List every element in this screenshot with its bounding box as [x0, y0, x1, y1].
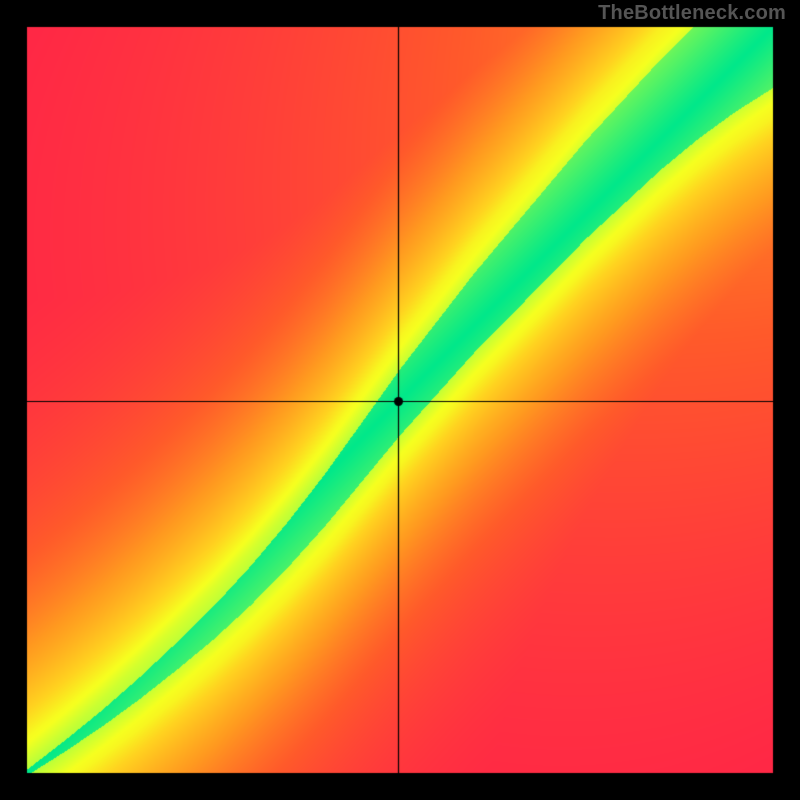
attribution-text: TheBottleneck.com	[598, 2, 786, 25]
heatmap-canvas	[0, 0, 800, 800]
chart-stage: TheBottleneck.com	[0, 0, 800, 800]
